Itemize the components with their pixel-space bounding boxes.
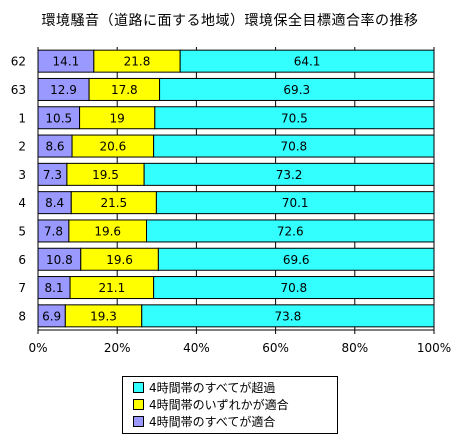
- legend-item: 4時間帯のいずれかが適合: [133, 396, 337, 413]
- data-label: 21.1: [98, 281, 125, 295]
- data-label: 10.8: [46, 253, 73, 267]
- bar-segment: [153, 134, 435, 158]
- legend-swatch: [133, 416, 144, 427]
- data-label: 8.1: [44, 281, 63, 295]
- category-label: 1: [18, 111, 26, 125]
- data-label: 21.5: [100, 196, 127, 210]
- x-tick-label: 60%: [262, 341, 289, 355]
- category-label: 2: [18, 140, 26, 154]
- data-label: 10.5: [45, 111, 72, 125]
- data-label: 8.4: [45, 196, 64, 210]
- bar-segment: [146, 219, 435, 243]
- legend-swatch: [133, 382, 144, 393]
- chart-title: 環境騒音（道路に面する地域）環境保全目標適合率の推移: [41, 13, 419, 29]
- category-label: 4: [18, 196, 26, 210]
- data-label: 7.8: [44, 224, 63, 238]
- category-label: 5: [18, 224, 26, 238]
- bar-segment: [179, 49, 435, 73]
- data-label: 73.2: [276, 168, 303, 182]
- data-label: 69.3: [283, 83, 310, 97]
- data-label: 21.8: [124, 55, 151, 69]
- legend-item: 4時間帯のすべてが超過: [133, 379, 337, 396]
- data-label: 12.9: [50, 83, 77, 97]
- category-label: 7: [18, 281, 26, 295]
- category-label: 63: [11, 83, 26, 97]
- bar-segment: [155, 191, 435, 215]
- legend-label: 4時間帯のいずれかが適合: [149, 398, 289, 412]
- data-label: 69.6: [283, 253, 310, 267]
- x-tick-label: 0%: [28, 341, 47, 355]
- data-label: 19.3: [90, 309, 117, 323]
- legend-label: 4時間帯のすべてが超過: [149, 381, 276, 395]
- data-label: 8.6: [45, 140, 64, 154]
- bar-segment: [153, 276, 435, 300]
- bar-segment: [157, 247, 435, 271]
- legend-swatch: [133, 399, 144, 410]
- data-label: 72.6: [277, 224, 304, 238]
- data-label: 19.6: [94, 224, 121, 238]
- data-label: 17.8: [111, 83, 138, 97]
- data-label: 19.5: [92, 168, 119, 182]
- legend-item: 4時間帯のすべてが適合: [133, 413, 337, 430]
- x-tick-label: 20%: [104, 341, 131, 355]
- data-label: 19.6: [106, 253, 133, 267]
- data-label: 70.8: [280, 140, 307, 154]
- data-label: 70.5: [281, 111, 308, 125]
- bar-segment: [143, 162, 435, 186]
- category-label: 62: [11, 55, 26, 69]
- x-tick-label: 80%: [341, 341, 368, 355]
- legend-label: 4時間帯のすべてが適合: [149, 415, 276, 429]
- data-label: 7.3: [43, 168, 62, 182]
- data-label: 64.1: [294, 55, 321, 69]
- data-label: 14.1: [53, 55, 80, 69]
- x-tick-label: 40%: [183, 341, 210, 355]
- x-tick-label: 100%: [417, 341, 451, 355]
- data-label: 70.8: [280, 281, 307, 295]
- data-label: 73.8: [275, 309, 302, 323]
- chart-legend: 4時間帯のすべてが超過 4時間帯のいずれかが適合 4時間帯のすべてが適合: [122, 376, 338, 434]
- data-label: 70.1: [282, 196, 309, 210]
- bar-segment: [154, 106, 435, 130]
- bar-segment: [141, 304, 435, 328]
- data-label: 19: [110, 111, 125, 125]
- bar-segment: [159, 77, 435, 101]
- data-label: 20.6: [99, 140, 126, 154]
- data-label: 6.9: [42, 309, 61, 323]
- category-label: 3: [18, 168, 26, 182]
- category-label: 8: [18, 309, 26, 323]
- category-label: 6: [18, 253, 26, 267]
